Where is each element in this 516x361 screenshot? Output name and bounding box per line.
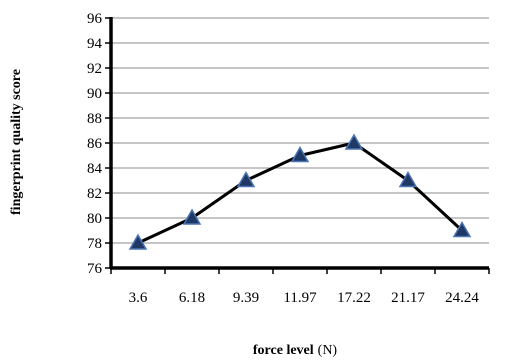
x-tick-label: 9.39 [233, 290, 259, 306]
y-tick-label: 96 [87, 11, 103, 27]
x-tick-label: 24.24 [445, 290, 479, 306]
x-tick-label: 17.22 [337, 290, 371, 306]
y-tick-label: 88 [87, 111, 102, 127]
x-axis-title-unit: (N) [318, 343, 338, 358]
series-markers [128, 133, 472, 250]
x-axis-ticks: 3.6 6.18 9.39 11.97 17.22 21.17 24.24 [129, 290, 480, 306]
y-axis-title: fingerprint quality score [9, 69, 24, 215]
x-tick-label: 11.97 [283, 290, 317, 306]
y-tick-label: 84 [87, 161, 103, 177]
data-point-marker [290, 145, 310, 163]
y-tick-label: 94 [87, 36, 103, 52]
data-point-marker [344, 133, 364, 150]
x-axis-title-text: force level [253, 343, 314, 358]
axes [105, 17, 490, 274]
x-axis-title: force level (N) [253, 343, 338, 358]
data-point-marker [128, 233, 148, 250]
data-point-marker [452, 220, 472, 238]
gridlines [111, 17, 489, 244]
x-tick-label: 6.18 [179, 290, 205, 306]
y-tick-label: 78 [87, 236, 102, 252]
data-point-marker [398, 170, 418, 188]
y-tick-label: 76 [87, 261, 103, 277]
y-tick-label: 80 [87, 211, 102, 227]
y-tick-label: 90 [87, 86, 102, 102]
y-tick-label: 92 [87, 61, 102, 77]
y-tick-label: 86 [87, 136, 103, 152]
data-point-marker [236, 170, 256, 188]
data-point-marker [182, 208, 202, 225]
y-tick-label: 82 [87, 186, 102, 202]
y-axis-ticks: 76 78 80 82 84 86 88 90 92 94 96 [87, 11, 103, 277]
x-tick-label: 3.6 [129, 290, 148, 306]
x-tick-label: 21.17 [391, 290, 425, 306]
